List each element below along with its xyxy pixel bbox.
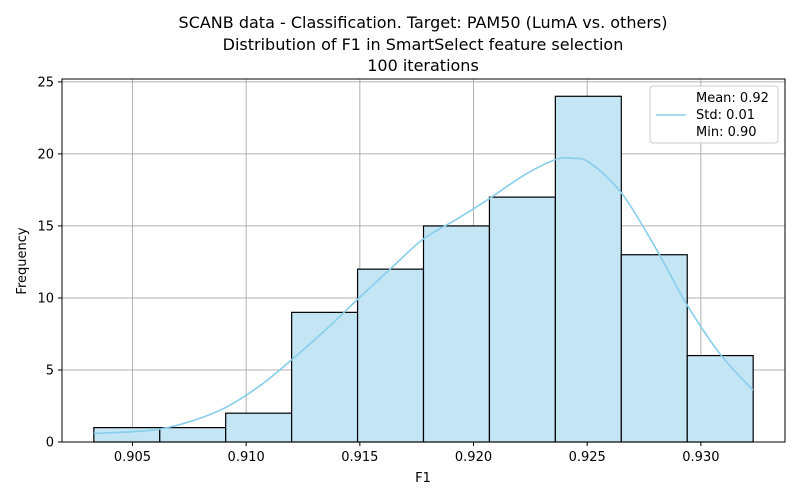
x-tick-label-4: 0.925 (569, 450, 606, 465)
x-tick-label-1: 0.910 (228, 450, 265, 465)
kde-curve (93, 156, 754, 435)
x-tick-label-0: 0.905 (114, 450, 151, 465)
x-axis-ticks: 0.905 0.910 0.915 0.920 0.925 0.930 (114, 442, 719, 465)
histogram-bar-4 (356, 268, 425, 443)
y-tick-label-2: 10 (37, 291, 54, 306)
histogram-bar-7 (554, 95, 622, 443)
histogram-bar-5 (422, 225, 491, 443)
y-tick-label-4: 20 (37, 147, 54, 162)
legend-mean: Mean: 0.92 (696, 91, 769, 106)
histogram-bar-6 (488, 196, 556, 443)
y-axis-ticks: 0 5 10 15 20 25 (37, 75, 62, 451)
y-tick-label-0: 0 (46, 436, 54, 451)
chart-title-line-1: SCANB data - Classification. Target: PAM… (179, 13, 668, 32)
x-axis-label: F1 (415, 471, 431, 486)
x-tick-label-3: 0.920 (455, 450, 492, 465)
histogram-bar-8 (620, 254, 688, 443)
kde-curve-group (93, 156, 754, 435)
x-tick-label-2: 0.915 (341, 450, 378, 465)
y-tick-label-3: 15 (37, 219, 54, 234)
y-axis-label: Frequency (15, 227, 30, 294)
histogram-bar-2 (225, 412, 293, 443)
histogram-bar-1 (159, 426, 227, 443)
chart-title-line-2: Distribution of F1 in SmartSelect featur… (223, 35, 624, 54)
histogram-bar-9 (686, 354, 754, 443)
legend-std: Std: 0.01 (696, 108, 755, 123)
legend: Mean: 0.92 Std: 0.01 Min: 0.90 (649, 85, 779, 144)
chart-title-line-3: 100 iterations (367, 56, 479, 75)
y-tick-label-1: 5 (46, 363, 54, 378)
legend-box (649, 85, 779, 144)
histogram-bar-3 (291, 311, 359, 443)
plot-area-frame (61, 78, 786, 443)
histogram-bars (93, 95, 754, 443)
y-tick-label-5: 25 (37, 75, 54, 90)
x-tick-label-5: 0.930 (682, 450, 719, 465)
legend-min: Min: 0.90 (696, 125, 757, 140)
